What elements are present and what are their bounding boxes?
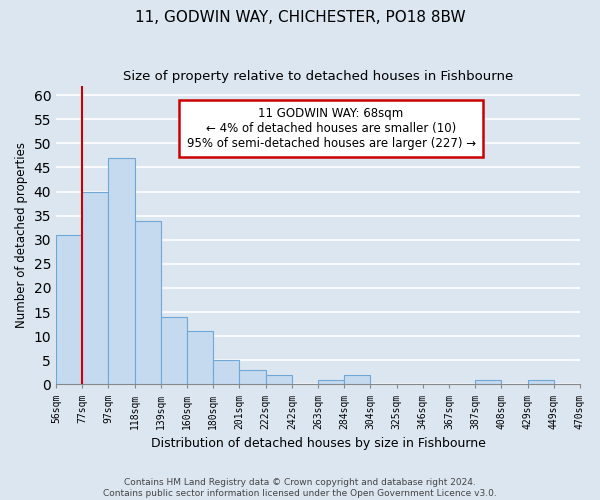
Bar	[109, 158, 134, 384]
Bar	[344, 374, 370, 384]
Bar	[318, 380, 344, 384]
Bar	[82, 192, 109, 384]
X-axis label: Distribution of detached houses by size in Fishbourne: Distribution of detached houses by size …	[151, 437, 485, 450]
Bar	[475, 380, 502, 384]
Text: 11, GODWIN WAY, CHICHESTER, PO18 8BW: 11, GODWIN WAY, CHICHESTER, PO18 8BW	[134, 10, 466, 25]
Bar	[239, 370, 266, 384]
Bar	[187, 332, 213, 384]
Text: Contains HM Land Registry data © Crown copyright and database right 2024.
Contai: Contains HM Land Registry data © Crown c…	[103, 478, 497, 498]
Bar	[134, 220, 161, 384]
Bar	[161, 317, 187, 384]
Bar	[527, 380, 554, 384]
Y-axis label: Number of detached properties: Number of detached properties	[15, 142, 28, 328]
Bar	[266, 374, 292, 384]
Bar	[56, 235, 82, 384]
Text: 11 GODWIN WAY: 68sqm
← 4% of detached houses are smaller (10)
95% of semi-detach: 11 GODWIN WAY: 68sqm ← 4% of detached ho…	[187, 107, 476, 150]
Bar	[213, 360, 239, 384]
Title: Size of property relative to detached houses in Fishbourne: Size of property relative to detached ho…	[123, 70, 513, 83]
